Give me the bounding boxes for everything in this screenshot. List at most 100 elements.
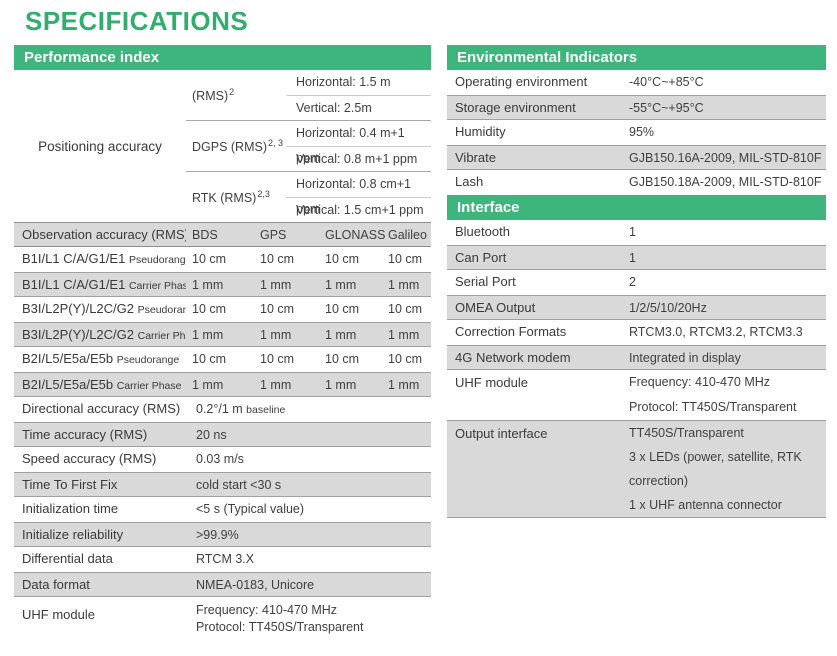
cell-glonass: 1 mm (325, 278, 357, 292)
spec-value: <5 s (Typical value) (196, 502, 305, 516)
value-line: Protocol: TT450S/Transparent (629, 400, 797, 414)
value-line: TT450S/Transparent (629, 426, 744, 440)
signal-name: B2I/L5/E5a/E5b (22, 351, 114, 366)
cell-galileo: 10 cm (388, 252, 423, 266)
spec-row: 4G Network modem Integrated in display (447, 345, 826, 370)
cell-galileo: 10 cm (388, 302, 423, 316)
cell-glonass: 1 mm (325, 378, 357, 392)
positioning-value-line: Vertical: 0.8 m+1 ppm (286, 146, 431, 171)
spec-row: Vibrate GJB150.16A-2009, MIL-STD-810F (447, 145, 826, 170)
spec-row: Speed accuracy (RMS) 0.03 m/s (14, 447, 431, 472)
spec-label: Can Port (455, 250, 507, 265)
positioning-group-rms: (RMS)2 Horizontal: 1.5 m Vertical: 2.5m (186, 70, 431, 120)
performance-index-section: Performance index Positioning accuracy (… (14, 45, 431, 636)
spec-label: Correction Formats (455, 324, 567, 339)
table-row: B3I/L2P(Y)/L2C/G2 Carrier Phase 1 mm 1 m… (14, 322, 431, 347)
cell-galileo: 1 mm (388, 328, 420, 342)
spec-row: Differential data RTCM 3.X (14, 547, 431, 572)
positioning-values: Horizontal: 1.5 m Vertical: 2.5m (286, 70, 431, 120)
cell-galileo: 1 mm (388, 378, 420, 392)
column-header-galileo: Galileo (388, 228, 427, 242)
spec-value: 20 ns (196, 428, 227, 442)
spec-value: NMEA-0183, Unicore (196, 578, 315, 592)
spec-row: Directional accuracy (RMS) 0.2°/1 m base… (14, 397, 431, 422)
cell-glonass: 10 cm (325, 252, 360, 266)
column-header-glonass: GLONASS (325, 228, 386, 242)
spec-label: Time accuracy (RMS) (22, 427, 148, 442)
value-line: 3 x LEDs (power, satellite, RTK correcti… (629, 450, 802, 488)
positioning-method: DGPS (RMS)2, 3 (186, 121, 286, 171)
cell-bds: 10 cm (192, 352, 227, 366)
positioning-value-line: Horizontal: 0.4 m+1 ppm (296, 126, 405, 165)
value-line: Frequency: 410-470 MHz (629, 375, 771, 389)
cell-galileo: 10 cm (388, 352, 423, 366)
positioning-group-rtk: RTK (RMS)2,3 Horizontal: 0.8 cm+1 ppm Ve… (186, 171, 431, 222)
spec-label: Serial Port (455, 274, 516, 289)
spec-value: cold start <30 s (196, 478, 282, 492)
method-text: (RMS) (192, 89, 229, 104)
cell-gps: 1 mm (260, 328, 292, 342)
cell-glonass: 1 mm (325, 328, 357, 342)
spec-value: GJB150.18A-2009, MIL-STD-810F (629, 175, 822, 189)
spec-label: Initialization time (22, 501, 119, 516)
signal-name: B3I/L2P(Y)/L2C/G2 (22, 327, 134, 342)
signal-label: B3I/L2P(Y)/L2C/G2 Carrier Phase (14, 323, 186, 346)
spec-row: OMEA Output 1/2/5/10/20Hz (447, 295, 826, 320)
signal-type: Carrier Phase (116, 380, 182, 392)
spec-value: 0.03 m/s (196, 452, 244, 466)
value-suffix: baseline (246, 404, 286, 416)
signal-label: B1I/L1 C/A/G1/E1 Pseudorange (14, 247, 186, 272)
spec-value-lines: Frequency: 410-470 MHz Protocol: TT450S/… (619, 370, 826, 420)
spec-label: Initialize reliability (22, 527, 124, 542)
cell-bds: 1 mm (192, 378, 224, 392)
spec-value: 2 (629, 275, 636, 289)
spec-row: Initialization time <5 s (Typical value) (14, 497, 431, 522)
value-text: 0.2°/1 m (196, 402, 243, 416)
spec-value: 1/2/5/10/20Hz (629, 301, 707, 315)
spec-row: Storage environment -55°C~+95°C (447, 95, 826, 120)
cell-bds: 1 mm (192, 328, 224, 342)
spec-row-uhf-module: UHF module Frequency: 410-470 MHz Protoc… (14, 597, 431, 636)
spec-label: Storage environment (455, 100, 576, 115)
cell-bds: 10 cm (192, 302, 227, 316)
spec-row: Serial Port 2 (447, 270, 826, 295)
cell-bds: 10 cm (192, 252, 227, 266)
spec-label: Humidity (455, 124, 506, 139)
spec-label: UHF module (455, 375, 528, 390)
spec-row: Correction Formats RTCM3.0, RTCM3.2, RTC… (447, 320, 826, 345)
spec-row: Initialize reliability >99.9% (14, 522, 431, 547)
positioning-values: Horizontal: 0.4 m+1 ppm Vertical: 0.8 m+… (286, 121, 431, 171)
cell-gps: 10 cm (260, 352, 295, 366)
signal-name: B1I/L1 C/A/G1/E1 (22, 251, 126, 266)
spec-label: Data format (22, 577, 90, 592)
signal-name: B3I/L2P(Y)/L2C/G2 (22, 301, 134, 316)
value-line: Frequency: 410-470 MHz (196, 603, 338, 617)
spec-row-uhf-module: UHF module Frequency: 410-470 MHz Protoc… (447, 370, 826, 420)
signal-type: Pseudorange (137, 304, 186, 316)
spec-label: Time To First Fix (22, 477, 118, 492)
spec-label: Differential data (22, 551, 113, 566)
spec-row: Time To First Fix cold start <30 s (14, 472, 431, 497)
cell-bds: 1 mm (192, 278, 224, 292)
spec-label: UHF module (22, 607, 95, 622)
spec-row: Operating environment -40°C~+85°C (447, 70, 826, 95)
spec-row: Time accuracy (RMS) 20 ns (14, 422, 431, 447)
positioning-accuracy-block: Positioning accuracy (RMS)2 Horizontal: … (14, 70, 431, 222)
spec-value: 95% (629, 125, 655, 139)
method-superscript: 2 (229, 86, 235, 97)
method-superscript: 2,3 (257, 188, 270, 199)
signal-label: B2I/L5/E5a/E5b Carrier Phase (14, 373, 186, 396)
spec-row: Can Port 1 (447, 245, 826, 270)
signal-type: Carrier Phase (128, 280, 186, 292)
signal-type: Carrier Phase (137, 330, 186, 342)
positioning-values: Horizontal: 0.8 cm+1 ppm Vertical: 1.5 c… (286, 172, 431, 222)
performance-index-header: Performance index (14, 45, 431, 70)
positioning-method: RTK (RMS)2,3 (186, 172, 286, 222)
column-header-gps: GPS (260, 228, 287, 242)
cell-glonass: 10 cm (325, 352, 360, 366)
page-title: SPECIFICATIONS (25, 6, 249, 36)
signal-name: B1I/L1 C/A/G1/E1 (22, 277, 126, 292)
value-line: Protocol: TT450S/Transparent (196, 620, 364, 634)
spec-value: Integrated in display (629, 351, 741, 365)
spec-value: -40°C~+85°C (629, 75, 704, 89)
